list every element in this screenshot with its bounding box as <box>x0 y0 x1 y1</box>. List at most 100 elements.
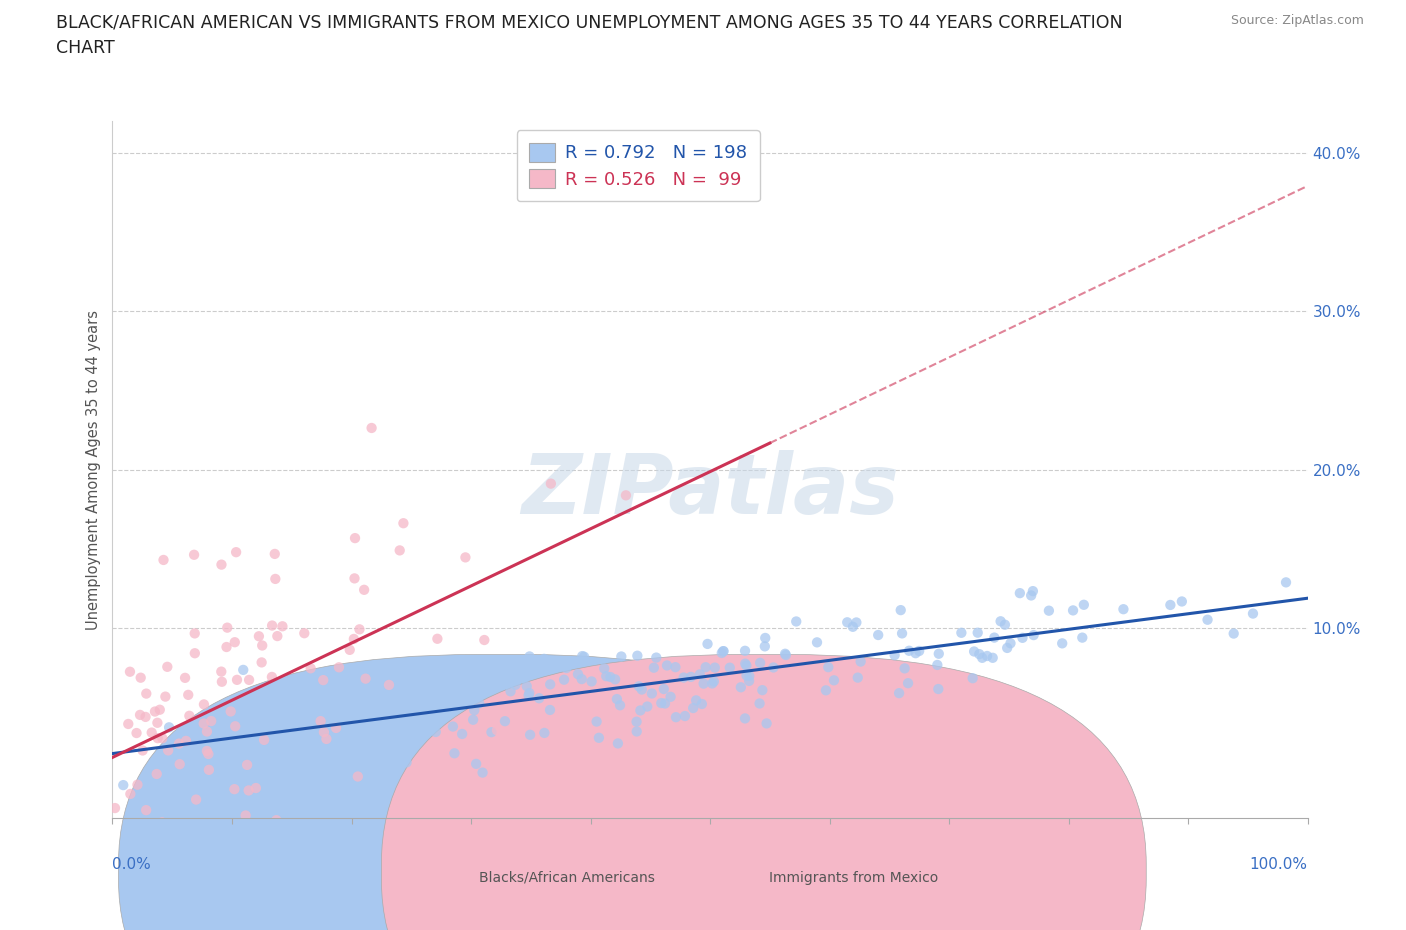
Point <box>696 636 718 651</box>
Point <box>672 671 695 685</box>
Point <box>238 672 260 687</box>
Point <box>890 603 912 618</box>
Point <box>1000 636 1022 651</box>
Point <box>450 698 472 713</box>
Point <box>433 673 456 688</box>
Point <box>1159 597 1181 612</box>
Point <box>207 726 229 741</box>
Point <box>425 724 447 739</box>
Point <box>571 648 593 663</box>
Point <box>762 660 785 675</box>
Point <box>485 723 508 737</box>
Point <box>236 757 259 772</box>
Point <box>711 644 734 658</box>
Point <box>392 516 415 531</box>
Point <box>609 698 631 712</box>
Point <box>950 625 973 640</box>
Point <box>650 696 672 711</box>
Point <box>754 639 776 654</box>
Point <box>250 655 273 670</box>
Point <box>197 747 219 762</box>
Point <box>626 724 648 739</box>
Point <box>333 672 356 687</box>
Point <box>387 699 409 714</box>
Point <box>690 697 713 711</box>
Point <box>823 673 845 688</box>
Point <box>389 662 412 677</box>
Point <box>468 696 491 711</box>
Point <box>288 728 311 743</box>
Text: 100.0%: 100.0% <box>1250 857 1308 871</box>
Point <box>193 697 215 711</box>
Point <box>1022 584 1045 599</box>
Point <box>749 656 772 671</box>
Point <box>664 659 686 674</box>
Point <box>215 640 238 655</box>
FancyBboxPatch shape <box>381 655 1146 930</box>
Point <box>184 792 207 807</box>
Point <box>702 676 724 691</box>
Point <box>735 658 758 673</box>
Point <box>252 710 274 724</box>
Point <box>219 704 242 719</box>
Point <box>253 733 276 748</box>
Point <box>238 822 260 837</box>
Point <box>610 649 633 664</box>
Point <box>129 708 152 723</box>
Point <box>346 769 368 784</box>
Point <box>193 716 215 731</box>
Point <box>174 671 197 685</box>
Point <box>125 725 148 740</box>
Point <box>849 654 872 669</box>
Point <box>730 680 752 695</box>
Point <box>734 657 756 671</box>
Point <box>627 679 650 694</box>
Point <box>198 763 221 777</box>
Point <box>463 703 485 718</box>
Point <box>969 646 991 661</box>
Text: Immigrants from Mexico: Immigrants from Mexico <box>769 870 938 884</box>
Point <box>271 618 294 633</box>
Text: BLACK/AFRICAN AMERICAN VS IMMIGRANTS FROM MEXICO UNEMPLOYMENT AMONG AGES 35 TO 4: BLACK/AFRICAN AMERICAN VS IMMIGRANTS FRO… <box>56 14 1123 57</box>
Point <box>394 696 416 711</box>
Point <box>517 685 540 700</box>
Point <box>343 631 366 646</box>
Point <box>104 801 127 816</box>
Point <box>553 672 575 687</box>
Point <box>250 638 273 653</box>
Point <box>240 717 263 732</box>
Point <box>177 687 200 702</box>
Text: Source: ZipAtlas.com: Source: ZipAtlas.com <box>1230 14 1364 27</box>
Point <box>1019 588 1042 603</box>
Point <box>533 725 555 740</box>
Point <box>263 547 285 562</box>
Point <box>250 742 273 757</box>
Point <box>325 721 347 736</box>
Point <box>332 723 354 737</box>
Point <box>224 635 246 650</box>
Point <box>588 730 610 745</box>
Point <box>129 671 152 685</box>
Point <box>883 647 905 662</box>
Point <box>842 619 865 634</box>
Point <box>645 650 668 665</box>
Text: 0.0%: 0.0% <box>112 857 152 871</box>
Point <box>120 787 142 802</box>
Point <box>898 644 921 658</box>
Point <box>266 813 288 828</box>
Point <box>344 711 367 725</box>
Point <box>146 715 169 730</box>
Point <box>751 683 773 698</box>
Point <box>328 660 350 675</box>
Point <box>195 724 218 739</box>
Point <box>294 727 316 742</box>
Point <box>184 626 207 641</box>
Point <box>995 641 1018 656</box>
Point <box>347 703 370 718</box>
Point <box>499 684 522 698</box>
Point <box>1008 586 1031 601</box>
Point <box>1222 626 1244 641</box>
Point <box>837 615 859 630</box>
Point <box>966 625 988 640</box>
Point <box>555 660 578 675</box>
